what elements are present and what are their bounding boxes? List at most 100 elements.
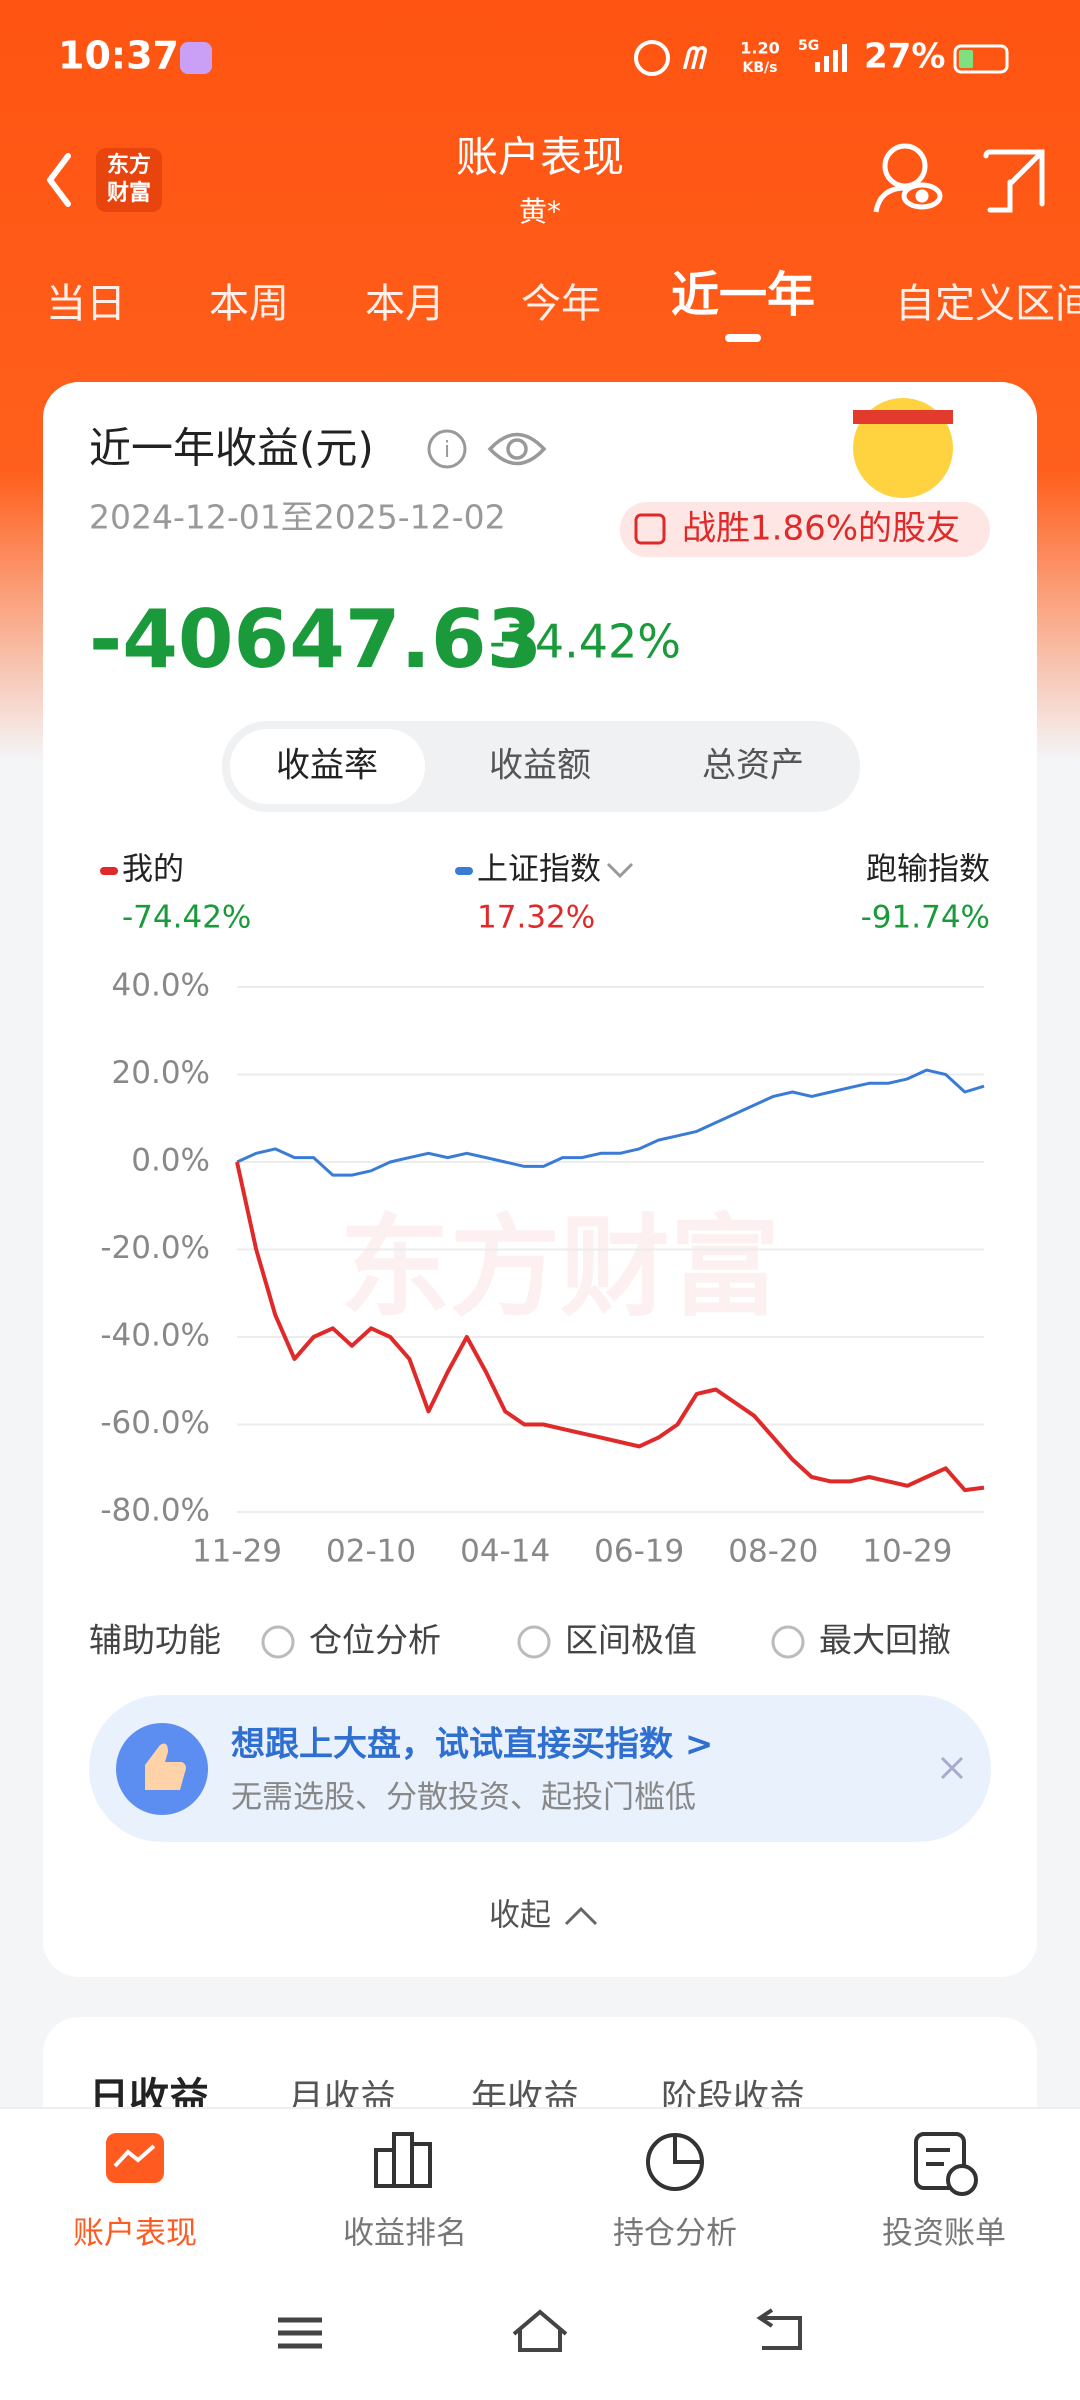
y-tick-label: 40.0%	[112, 968, 210, 1004]
account-name: 黄*	[519, 195, 561, 228]
logo-text: 东方	[107, 152, 151, 178]
battery-text: 27%	[864, 37, 945, 77]
x-tick-label: 11-29	[192, 1534, 282, 1570]
y-tick-label: 20.0%	[112, 1055, 210, 1091]
badge-text: 战胜1.86%的股友	[682, 509, 960, 549]
net-speed-unit: KB/s	[743, 60, 778, 76]
y-tick-label: -80.0%	[100, 1493, 210, 1529]
back-button[interactable]	[47, 153, 71, 207]
detail-tab[interactable]: 日收益	[89, 2075, 209, 2121]
nav-items: 账户表现 收益排名 持仓分析 投资账单	[73, 2216, 1006, 2252]
nav-label[interactable]: 收益排名	[343, 2216, 467, 2252]
badge[interactable]	[620, 502, 990, 557]
series-line	[235, 1161, 985, 1493]
benchmark-value: -91.74%	[861, 900, 990, 936]
legend-swatch	[100, 867, 118, 875]
tools-label: 辅助功能	[89, 1621, 221, 1660]
legend: 我的 上证指数	[100, 852, 601, 888]
segments: 收益率 收益额 总资产	[276, 746, 804, 786]
nav-icon-line	[113, 2144, 156, 2168]
status-time: 10:37	[58, 34, 179, 78]
tab[interactable]: 自定义区间	[895, 281, 1080, 327]
x-tick-label: 04-14	[460, 1534, 550, 1570]
collapse-button[interactable]: 收起	[489, 1898, 551, 1934]
network-type: 5G	[798, 38, 819, 54]
nav-label[interactable]: 持仓分析	[613, 2216, 737, 2252]
page-title: 账户表现	[456, 133, 624, 182]
x-tick-label: 08-20	[728, 1534, 818, 1570]
detail-tab[interactable]: 月收益	[288, 2078, 396, 2119]
x-tick-label: 06-19	[594, 1534, 684, 1570]
tab[interactable]: 今年	[521, 281, 601, 327]
segment[interactable]: 收益率	[276, 746, 378, 786]
segment[interactable]: 总资产	[702, 746, 804, 786]
index-dropdown[interactable]	[606, 862, 634, 879]
summary-title: 近一年收益(元)	[89, 424, 374, 473]
status-icon	[180, 42, 212, 74]
alarm-icon	[634, 40, 670, 76]
profit-rate: -74.42%	[489, 615, 681, 669]
thumb-icon	[145, 1743, 186, 1790]
net-speed: 1.20	[740, 39, 779, 58]
x-tick-label: 02-10	[326, 1534, 416, 1570]
mascot-headband	[853, 410, 953, 424]
badge-icon	[634, 513, 666, 545]
tab[interactable]: 本周	[209, 281, 289, 327]
radio[interactable]	[261, 1625, 295, 1659]
tools: 仓位分析 区间极值 最大回撤	[261, 1621, 951, 1660]
segment-selected	[230, 729, 425, 804]
promo-title: 想跟上大盘，试试直接买指数 >	[231, 1725, 713, 1765]
tab-indicator	[725, 334, 761, 342]
tab[interactable]: 当日	[46, 281, 126, 327]
series-line	[236, 1068, 985, 1177]
chart: 40.0% 20.0% 0.0% -20.0% -40.0% -60.0% -80.0% 11…	[100, 968, 985, 1570]
date-range: 2024-12-01至2025-12-02	[89, 498, 506, 537]
signal-icon	[815, 44, 847, 72]
tab[interactable]: 近一年	[671, 267, 815, 323]
eye-icon[interactable]	[487, 432, 547, 466]
radio[interactable]	[517, 1625, 551, 1659]
home-key[interactable]	[512, 2309, 568, 2352]
nav-label[interactable]: 投资账单	[882, 2216, 1006, 2252]
nav-icon	[374, 2132, 978, 2196]
tab[interactable]: 本月	[365, 281, 445, 327]
tool-option[interactable]: 仓位分析	[309, 1621, 441, 1660]
legend-label: 上证指数	[477, 852, 601, 888]
y-tick-label: -20.0%	[100, 1230, 210, 1266]
logo	[96, 148, 162, 212]
tool-option[interactable]: 最大回撤	[819, 1621, 951, 1660]
profit-amount: -40647.63	[89, 593, 542, 686]
menu-key[interactable]	[278, 2317, 322, 2349]
info-icon[interactable]	[427, 429, 467, 469]
radio[interactable]	[771, 1625, 805, 1659]
y-tick-label: -40.0%	[100, 1318, 210, 1354]
benchmark-label: 跑输指数	[866, 852, 990, 888]
carrier-icon: ᗰ	[682, 42, 708, 77]
legend-label: 我的	[122, 852, 184, 888]
nav-label[interactable]: 账户表现	[73, 2216, 197, 2252]
logo-text: 财富	[107, 180, 151, 206]
promo-banner[interactable]	[89, 1695, 991, 1842]
tool-option[interactable]: 区间极值	[565, 1621, 697, 1660]
y-tick-label: 0.0%	[131, 1143, 210, 1179]
x-tick-label: 10-29	[862, 1534, 952, 1570]
profile-icon[interactable]	[873, 143, 943, 213]
back-key[interactable]	[756, 2308, 802, 2350]
legend-swatch	[455, 867, 473, 875]
collapse-chevron	[564, 1906, 598, 1926]
y-tick-label: -60.0%	[100, 1405, 210, 1441]
legend-value: -74.42%	[122, 900, 251, 936]
watermark: 东方财富	[340, 1203, 780, 1331]
battery-icon	[953, 44, 1009, 74]
detail-tab[interactable]: 年收益	[471, 2078, 579, 2119]
tab-bar: 当日 本周 本月 今年 近一年 自定义区间	[46, 267, 1080, 327]
detail-tab[interactable]: 阶段收益	[661, 2078, 805, 2119]
segment[interactable]: 收益额	[489, 746, 591, 786]
promo-close[interactable]	[940, 1756, 964, 1780]
share-icon[interactable]	[983, 149, 1045, 213]
legend-value: 17.32%	[477, 900, 595, 936]
promo-subtitle: 无需选股、分散投资、起投门槛低	[231, 1780, 696, 1816]
